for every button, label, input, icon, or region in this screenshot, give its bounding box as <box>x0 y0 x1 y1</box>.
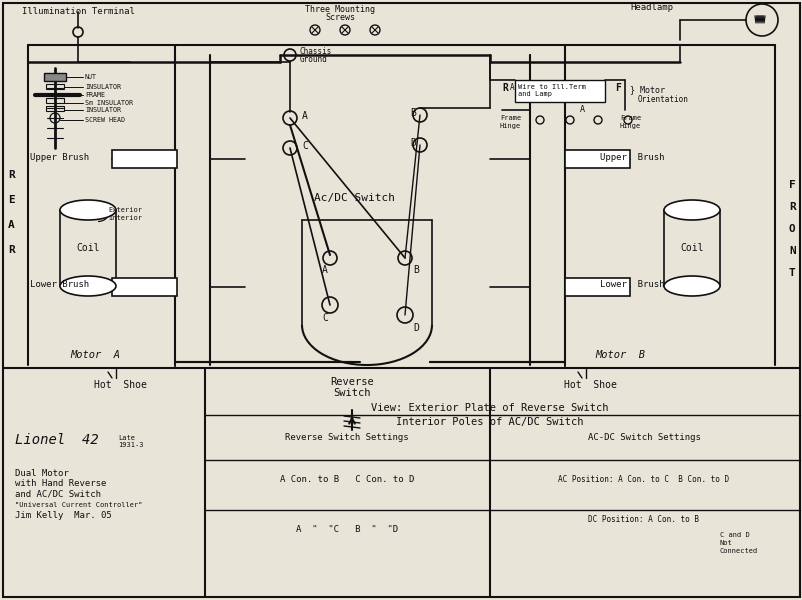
Text: Motor  A: Motor A <box>70 350 119 360</box>
Text: T: T <box>788 268 795 278</box>
Bar <box>46 106 64 111</box>
Text: R: R <box>501 83 507 93</box>
Text: Three Mounting: Three Mounting <box>305 5 375 14</box>
Text: FRAME: FRAME <box>85 92 105 98</box>
Text: Lower Brush: Lower Brush <box>30 280 89 289</box>
Text: Lionel  42: Lionel 42 <box>15 433 99 447</box>
Text: A: A <box>579 106 585 115</box>
Text: Motor  B: Motor B <box>594 350 644 360</box>
Text: Jim Kelly  Mar. 05: Jim Kelly Mar. 05 <box>15 511 111 520</box>
Text: and Lamp: and Lamp <box>517 91 551 97</box>
Text: B: B <box>410 108 415 118</box>
Text: View: Exterior Plate of Reverse Switch: View: Exterior Plate of Reverse Switch <box>371 403 608 413</box>
Text: Exterior: Exterior <box>107 207 142 213</box>
Text: Sm INSULATOR: Sm INSULATOR <box>85 100 133 106</box>
Text: DC Position: A Con. to B: DC Position: A Con. to B <box>588 515 699 524</box>
Text: D: D <box>412 323 419 333</box>
Text: O: O <box>788 224 795 234</box>
Text: Hot  Shoe: Hot Shoe <box>563 380 616 390</box>
Text: Late: Late <box>118 435 135 441</box>
Bar <box>44 73 66 81</box>
Text: Not: Not <box>719 540 732 546</box>
Text: R: R <box>8 245 14 255</box>
Text: C: C <box>322 313 327 323</box>
Bar <box>565 278 630 296</box>
Text: INSULATOR: INSULATOR <box>85 107 121 113</box>
Text: Coil: Coil <box>76 243 99 253</box>
Text: A: A <box>322 265 327 275</box>
Text: Ground: Ground <box>300 55 327 64</box>
Text: C and D: C and D <box>719 532 749 538</box>
Bar <box>565 150 630 168</box>
Text: 1931-3: 1931-3 <box>118 442 144 448</box>
Text: Reverse Switch Settings: Reverse Switch Settings <box>285 433 408 442</box>
Text: C: C <box>302 141 307 151</box>
Text: A: A <box>8 220 14 230</box>
Text: Wire to Ill.Term: Wire to Ill.Term <box>517 84 585 90</box>
Text: D: D <box>410 138 415 148</box>
Text: AC Position: A Con. to C  B Con. to D: AC Position: A Con. to C B Con. to D <box>557 475 729 484</box>
Text: Hot  Shoe: Hot Shoe <box>94 380 146 390</box>
Ellipse shape <box>663 276 719 296</box>
Text: NUT: NUT <box>85 74 97 80</box>
Text: and AC/DC Switch: and AC/DC Switch <box>15 490 101 499</box>
Text: with Hand Reverse: with Hand Reverse <box>15 479 106 488</box>
Text: A Con. to B   C Con. to D: A Con. to B C Con. to D <box>279 475 414 484</box>
Text: Coil: Coil <box>679 243 703 253</box>
Text: A: A <box>509 83 514 92</box>
Text: F: F <box>788 180 795 190</box>
Text: Interior Poles of AC/DC Switch: Interior Poles of AC/DC Switch <box>395 417 583 427</box>
Ellipse shape <box>663 200 719 220</box>
Bar <box>46 98 64 103</box>
Text: N: N <box>788 246 795 256</box>
Text: E: E <box>8 195 14 205</box>
Text: Hinge: Hinge <box>619 123 641 129</box>
Text: R: R <box>788 202 795 212</box>
Text: Interior: Interior <box>107 215 142 221</box>
Text: Switch: Switch <box>333 388 371 398</box>
Text: Ac/DC Switch: Ac/DC Switch <box>314 193 395 203</box>
Text: INSULATOR: INSULATOR <box>85 84 121 90</box>
Text: } Motor: } Motor <box>630 85 664 94</box>
Ellipse shape <box>60 276 115 296</box>
Text: Orientation: Orientation <box>638 95 688 104</box>
Text: Upper Brush: Upper Brush <box>30 154 89 163</box>
Text: A  "  "C   B  "  "D: A " "C B " "D <box>296 526 398 535</box>
Text: F: F <box>614 83 620 93</box>
Text: Dual Motor: Dual Motor <box>15 469 69 478</box>
Bar <box>46 84 64 89</box>
Text: Illumination Terminal: Illumination Terminal <box>22 7 135 16</box>
Text: Connected: Connected <box>719 548 757 554</box>
Text: Reverse: Reverse <box>330 377 374 387</box>
Text: Frame: Frame <box>619 115 641 121</box>
Text: Hinge: Hinge <box>500 123 520 129</box>
Bar <box>111 150 176 168</box>
Text: SCREW HEAD: SCREW HEAD <box>85 117 125 123</box>
Text: "Universal Current Controller": "Universal Current Controller" <box>15 502 142 508</box>
Text: R: R <box>8 170 14 180</box>
Bar <box>111 278 176 296</box>
Text: Chassis: Chassis <box>300 47 332 56</box>
Text: AC-DC Switch Settings: AC-DC Switch Settings <box>587 433 699 442</box>
Text: Headlamp: Headlamp <box>630 4 672 13</box>
Text: Frame: Frame <box>500 115 520 121</box>
Text: A: A <box>302 111 307 121</box>
Text: Upper  Brush: Upper Brush <box>599 154 664 163</box>
Text: Lower  Brush: Lower Brush <box>599 280 664 289</box>
Bar <box>514 80 604 102</box>
Text: Screws: Screws <box>325 13 354 22</box>
Text: B: B <box>412 265 419 275</box>
Ellipse shape <box>60 200 115 220</box>
